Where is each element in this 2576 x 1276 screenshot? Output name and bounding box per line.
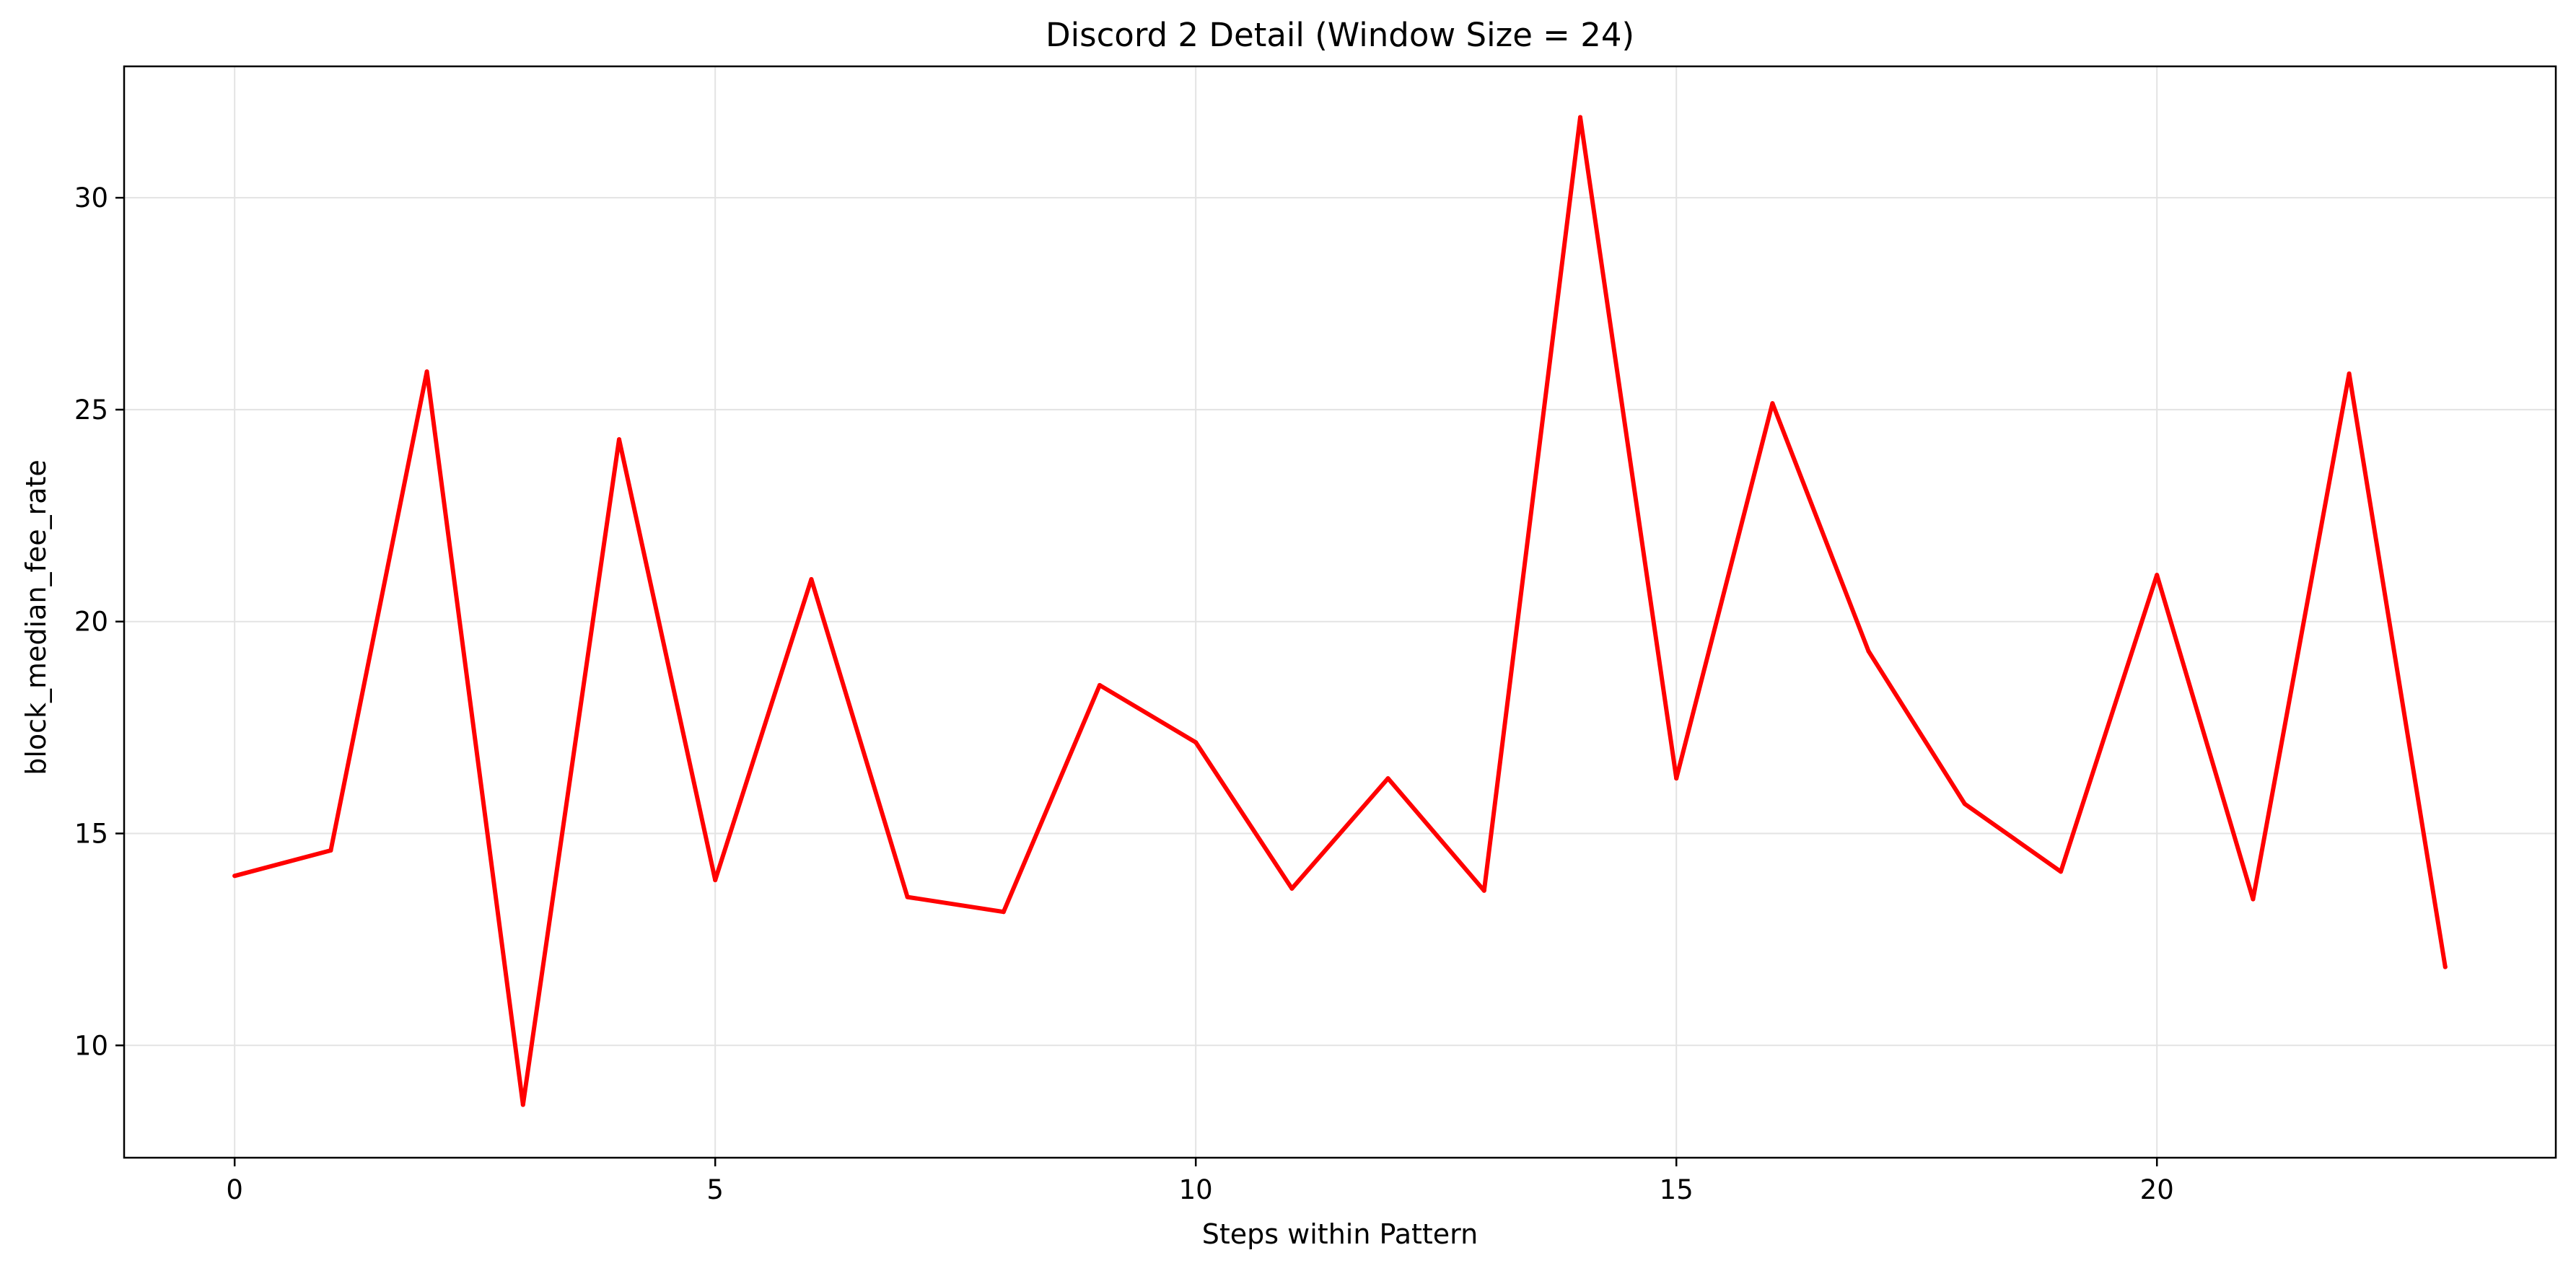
data-point xyxy=(2443,964,2448,969)
y-tick-label: 20 xyxy=(74,607,108,638)
data-point xyxy=(809,577,814,581)
chart-title: Discord 2 Detail (Window Size = 24) xyxy=(1046,16,1634,54)
data-point xyxy=(1193,740,1199,745)
data-point xyxy=(2155,573,2160,578)
data-point xyxy=(1001,910,1006,915)
axis-ticks: 0 5 10 15 20 10 15 20 25 30 xyxy=(74,182,2174,1205)
data-point xyxy=(1098,682,1102,687)
x-axis-label: Steps within Pattern xyxy=(1202,1218,1478,1250)
x-tick-label: 15 xyxy=(1660,1174,1694,1205)
data-point xyxy=(2251,897,2256,902)
data-point xyxy=(1866,648,1871,654)
data-point xyxy=(2347,371,2352,376)
x-tick-label: 5 xyxy=(706,1174,724,1205)
x-tick-label: 0 xyxy=(226,1174,243,1205)
data-point xyxy=(1578,115,1582,120)
data-point xyxy=(1481,888,1486,893)
x-tick-label: 20 xyxy=(2140,1174,2174,1205)
data-point xyxy=(1770,401,1775,406)
data-point xyxy=(1385,776,1390,781)
y-tick-label: 30 xyxy=(74,182,108,214)
data-point xyxy=(424,369,429,374)
y-tick-label: 25 xyxy=(74,395,108,426)
series-layer xyxy=(232,115,2448,1107)
series-line-0 xyxy=(232,115,2448,1107)
data-point xyxy=(232,874,237,879)
data-point xyxy=(2059,869,2063,874)
data-point xyxy=(520,1102,525,1107)
y-tick-label: 10 xyxy=(74,1030,108,1061)
data-point xyxy=(713,878,718,883)
plot-area-frame xyxy=(123,65,2557,1159)
data-point xyxy=(1289,886,1294,891)
x-tick-label: 10 xyxy=(1179,1174,1213,1205)
data-point xyxy=(1962,801,1967,806)
data-point xyxy=(905,894,910,899)
data-point xyxy=(617,437,621,442)
data-point xyxy=(328,848,333,853)
y-tick-label: 15 xyxy=(74,819,108,850)
y-axis-label: block_median_fee_rate xyxy=(20,459,52,775)
data-point xyxy=(1674,776,1679,781)
